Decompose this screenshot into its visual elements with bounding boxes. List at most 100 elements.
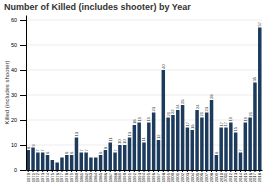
data-label: 7 — [113, 149, 118, 152]
grid-line — [26, 120, 262, 121]
bar — [157, 140, 160, 170]
x-tick-mark — [110, 170, 111, 172]
x-tick-mark — [259, 170, 260, 172]
data-label: 9 — [31, 144, 36, 147]
x-tick-mark — [211, 170, 212, 172]
bar — [80, 153, 83, 171]
y-tick: 60 — [11, 17, 26, 23]
y-tick-mark — [20, 45, 26, 46]
x-tick-mark — [240, 170, 241, 172]
bar — [84, 153, 87, 171]
bars — [26, 28, 261, 171]
x-axis: 1970197119721973197419751976197719781979… — [26, 170, 263, 182]
bar — [94, 158, 97, 171]
x-tick-mark — [42, 170, 43, 172]
data-label: 7 — [40, 149, 45, 152]
x-tick-mark — [230, 170, 231, 172]
x-tick-mark — [119, 170, 120, 172]
bar — [118, 145, 121, 170]
y-tick-label: 50 — [11, 42, 17, 48]
bar — [195, 110, 198, 170]
x-tick-mark — [71, 170, 72, 172]
x-tick-mark — [52, 170, 53, 172]
data-label: 23 — [151, 106, 156, 111]
y-tick-mark — [20, 120, 26, 121]
y-tick-label: 30 — [11, 92, 17, 98]
bar — [239, 153, 242, 171]
data-label: 40 — [161, 64, 166, 69]
x-tick-mark — [33, 170, 34, 172]
bar — [248, 118, 251, 171]
x-tick-mark — [168, 170, 169, 172]
bar — [258, 28, 261, 171]
bar — [229, 123, 232, 171]
bar — [215, 155, 218, 170]
data-label: 35 — [252, 76, 257, 81]
bar — [128, 138, 131, 171]
data-label: 28 — [209, 94, 214, 99]
data-label: 11 — [108, 136, 113, 141]
y-tick: 20 — [11, 117, 26, 123]
y-axis: 0 10 20 30 40 50 60 — [11, 16, 27, 174]
data-label: 23 — [204, 106, 209, 111]
x-tick-mark — [245, 170, 246, 172]
y-tick: 0 — [14, 167, 26, 173]
title: Number of Killed (includes shooter) by Y… — [4, 2, 191, 12]
bar — [244, 123, 247, 171]
bar — [51, 160, 54, 170]
bar — [147, 123, 150, 171]
data-labels: 8977666137768117101013181911192312402122… — [26, 21, 263, 154]
x-tick-mark — [66, 170, 67, 172]
x-tick-mark — [124, 170, 125, 172]
y-tick: 10 — [11, 142, 26, 148]
x-tick-mark — [76, 170, 77, 172]
bar — [55, 163, 58, 171]
y-tick-mark — [20, 170, 26, 171]
bar — [191, 130, 194, 170]
data-label: 16 — [190, 124, 195, 129]
x-tick-mark — [144, 170, 145, 172]
x-tick-mark — [254, 170, 255, 172]
data-label: 19 — [228, 116, 233, 121]
data-label: 12 — [156, 134, 161, 139]
y-tick: 30 — [11, 92, 26, 98]
x-tick-mark — [226, 170, 227, 172]
bar — [152, 113, 155, 171]
x-tick-mark — [37, 170, 38, 172]
x-tick-mark — [90, 170, 91, 172]
bar — [99, 155, 102, 170]
data-label: 7 — [84, 149, 89, 152]
x-tick-mark — [187, 170, 188, 172]
bar — [60, 158, 63, 171]
grid-line — [26, 20, 262, 21]
x-tick-mark — [197, 170, 198, 172]
y-tick-label: 0 — [14, 167, 17, 173]
bar — [219, 128, 222, 171]
data-label: 10 — [122, 139, 127, 144]
bar — [46, 155, 49, 170]
y-tick-mark — [20, 95, 26, 96]
bar — [171, 115, 174, 170]
bar — [108, 143, 111, 171]
x-tick-mark — [95, 170, 96, 172]
x-tick-mark — [86, 170, 87, 172]
plot: 0 10 20 30 40 50 60 197019711972197319741975197… — [11, 16, 263, 183]
y-tick-label: 20 — [11, 117, 17, 123]
grid — [26, 20, 262, 170]
data-label: 21 — [248, 111, 253, 116]
data-label: 26 — [180, 99, 185, 104]
bar — [162, 70, 165, 170]
bar — [70, 155, 73, 170]
y-tick-label: 60 — [11, 17, 17, 23]
x-tick-mark — [235, 170, 236, 172]
x-tick-mark — [28, 170, 29, 172]
y-tick-label: 10 — [11, 142, 17, 148]
bar — [41, 153, 44, 171]
x-tick-mark — [192, 170, 193, 172]
bar — [142, 143, 145, 171]
data-label: 24 — [195, 104, 200, 109]
data-label: 19 — [137, 116, 142, 121]
x-tick: 2018 — [257, 170, 262, 182]
y-tick: 40 — [11, 67, 26, 73]
x-tick-mark — [206, 170, 207, 172]
